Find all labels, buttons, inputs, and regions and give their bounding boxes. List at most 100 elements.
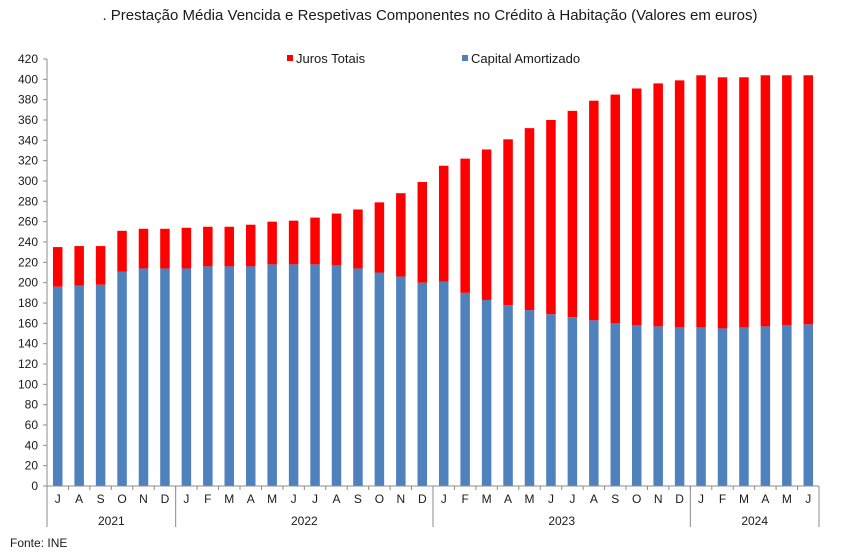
legend-capital-amortizado: Capital Amortizado (462, 51, 580, 66)
bar-capital-amortizado (267, 264, 277, 486)
bar-juros-totais (353, 209, 363, 269)
y-tick-label: 240 (18, 235, 38, 249)
x-tick-label: D (418, 492, 427, 506)
x-tick-label: J (805, 492, 811, 506)
y-tick-label: 420 (18, 52, 38, 66)
bar-juros-totais (803, 75, 814, 325)
bar-capital-amortizado (417, 282, 428, 486)
bar-capital-amortizado (331, 265, 342, 486)
x-tick-label: D (675, 492, 684, 506)
x-tick-label: O (375, 492, 384, 506)
y-tick-label: 180 (18, 296, 38, 310)
x-tick-label: J (698, 492, 704, 506)
bar-capital-amortizado (224, 266, 235, 486)
bar-capital-amortizado (481, 299, 492, 486)
x-tick-label: F (719, 492, 726, 506)
y-tick-label: 300 (18, 174, 38, 188)
bar-juros-totais (224, 226, 235, 267)
bar-capital-amortizado (674, 327, 685, 486)
x-tick-label: F (461, 492, 468, 506)
year-label: 2022 (291, 514, 318, 528)
bar-capital-amortizado (739, 327, 749, 486)
legend-swatch (462, 55, 468, 61)
legend-label: Capital Amortizado (471, 51, 580, 66)
x-tick-label: S (354, 492, 362, 506)
bar-juros-totais (331, 213, 342, 266)
bar-capital-amortizado (782, 325, 792, 486)
legend-swatch (287, 55, 293, 61)
bar-capital-amortizado (117, 271, 127, 486)
bar-capital-amortizado (589, 320, 599, 486)
bar-juros-totais (288, 220, 299, 265)
bar-juros-totais (760, 75, 771, 327)
x-tick-label: M (482, 492, 492, 506)
bar-capital-amortizado (353, 268, 363, 486)
bar-juros-totais (653, 83, 663, 327)
x-tick-label: N (139, 492, 148, 506)
y-tick-label: 320 (18, 154, 38, 168)
x-tick-label: M (525, 492, 535, 506)
x-axis: J A S O N D J F M A M J J A S O N D J F M A M J J A S O N D J F M A M J2021… (46, 485, 820, 528)
y-tick-label: 100 (18, 377, 38, 391)
bar-capital-amortizado (160, 268, 170, 486)
bar-capital-amortizado (203, 266, 213, 486)
bar-juros-totais (417, 182, 428, 283)
chart-title: . Prestação Média Vencida e Respetivas C… (102, 7, 758, 24)
year-label: 2023 (548, 514, 575, 528)
x-tick-label: M (267, 492, 277, 506)
y-tick-label: 280 (18, 194, 38, 208)
y-tick-label: 360 (18, 113, 38, 127)
y-tick-label: 0 (31, 479, 38, 493)
bar-juros-totais (74, 246, 84, 286)
bar-juros-totais (782, 75, 792, 326)
x-tick-label: N (654, 492, 663, 506)
x-tick-label: A (75, 492, 83, 506)
bar-capital-amortizado (310, 264, 320, 486)
x-tick-label: O (632, 492, 641, 506)
bar-capital-amortizado (610, 323, 621, 486)
bar-juros-totais (696, 75, 706, 328)
x-tick-label: J (312, 492, 318, 506)
x-tick-label: J (183, 492, 189, 506)
y-tick-label: 200 (18, 276, 38, 290)
bar-juros-totais (503, 139, 513, 306)
bar-capital-amortizado (460, 292, 470, 486)
bar-capital-amortizado (288, 264, 299, 486)
year-label: 2024 (741, 514, 768, 528)
x-tick-label: D (161, 492, 170, 506)
bar-juros-totais (374, 202, 385, 273)
source-note: Fonte: INE (10, 536, 68, 550)
y-tick-label: 140 (18, 337, 38, 351)
x-tick-label: M (224, 492, 234, 506)
bar-juros-totais (52, 247, 63, 287)
bar-juros-totais (631, 88, 642, 326)
bar-juros-totais (138, 228, 149, 269)
x-tick-label: J (55, 492, 61, 506)
bar-capital-amortizado (74, 285, 84, 486)
y-tick-label: 120 (18, 357, 38, 371)
y-tick-label: 20 (25, 459, 39, 473)
bar-juros-totais (610, 94, 621, 324)
bar-capital-amortizado (95, 284, 106, 486)
bar-juros-totais (181, 227, 192, 269)
bar-capital-amortizado (503, 305, 513, 486)
x-tick-label: O (117, 492, 126, 506)
bar-juros-totais (310, 217, 320, 265)
x-tick-label: J (441, 492, 447, 506)
x-tick-label: A (332, 492, 340, 506)
x-tick-label: N (396, 492, 405, 506)
year-label: 2021 (98, 514, 125, 528)
bar-juros-totais (160, 228, 170, 269)
x-tick-label: A (504, 492, 512, 506)
bar-capital-amortizado (631, 325, 642, 486)
bar-capital-amortizado (396, 276, 406, 486)
y-tick-label: 60 (25, 418, 39, 432)
bar-juros-totais (396, 193, 406, 277)
y-tick-label: 160 (18, 316, 38, 330)
bar-capital-amortizado (52, 286, 63, 486)
x-tick-label: M (739, 492, 749, 506)
bar-capital-amortizado (567, 317, 578, 486)
x-tick-label: J (291, 492, 297, 506)
y-tick-label: 380 (18, 93, 38, 107)
